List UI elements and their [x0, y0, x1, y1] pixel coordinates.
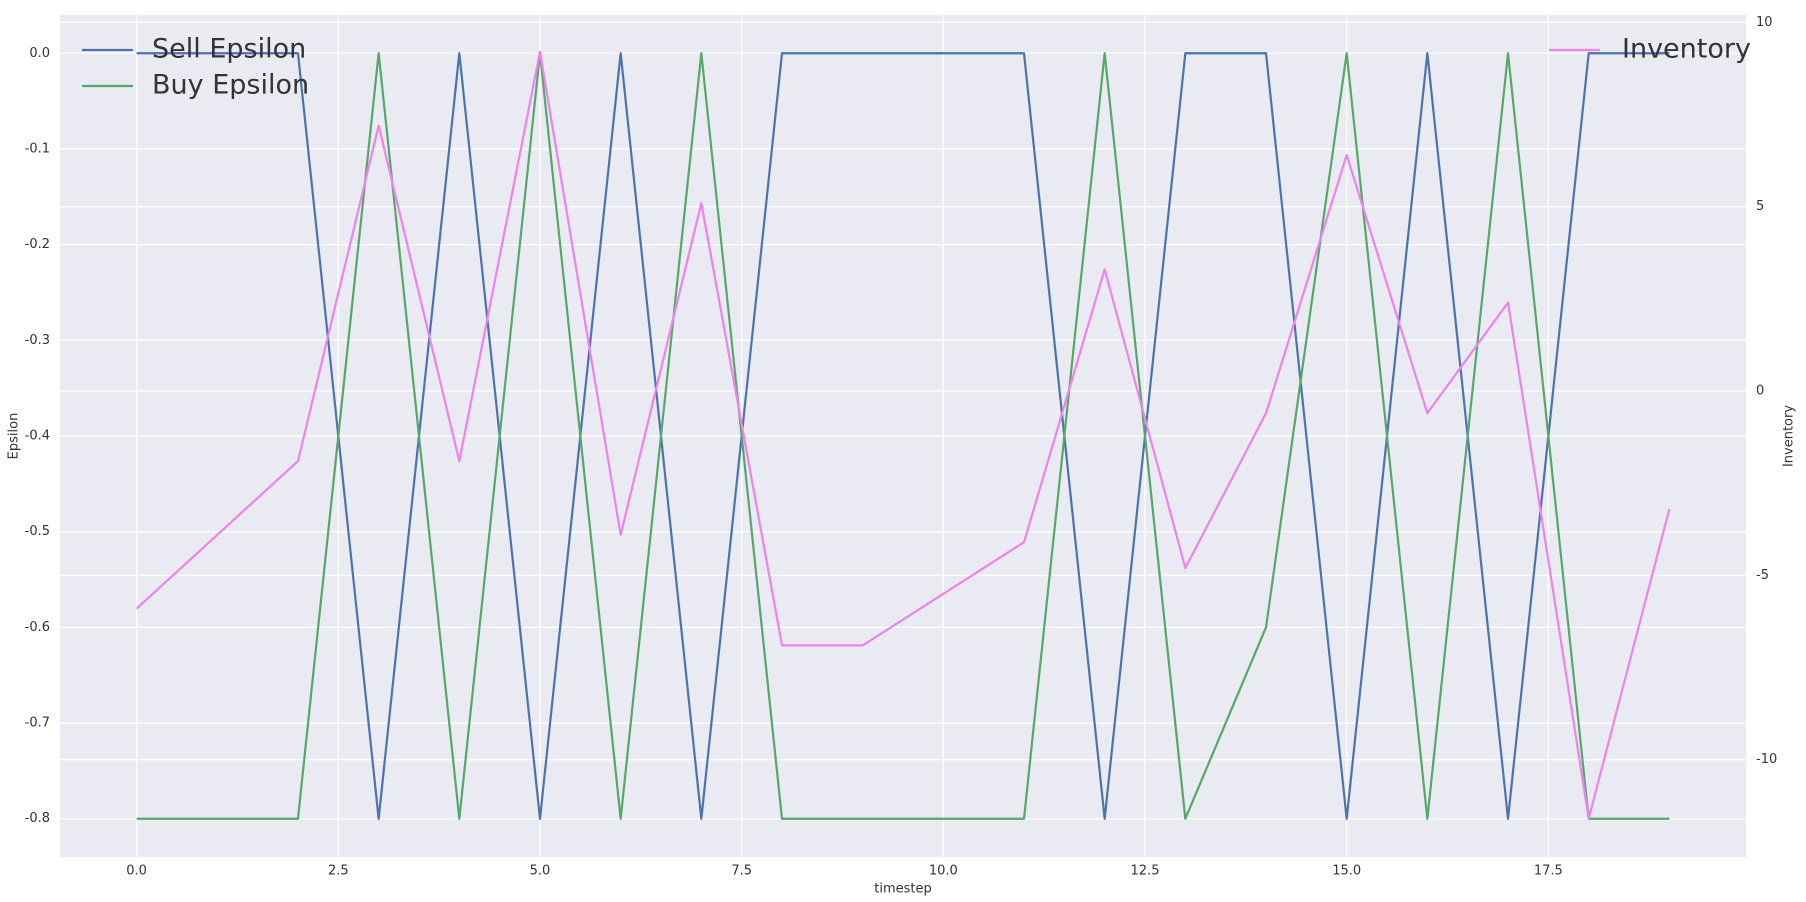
y2-tick-label: -5 [1756, 568, 1769, 583]
y-tick-label: 0.0 [29, 46, 50, 61]
y2-tick-label: 5 [1756, 199, 1764, 214]
y2-tick-label: -10 [1756, 752, 1777, 767]
y-tick-label: -0.8 [25, 811, 50, 826]
legend-label: Inventory [1622, 34, 1751, 65]
x-tick-label: 5.0 [530, 864, 551, 879]
x-tick-label: 15.0 [1332, 864, 1361, 879]
legend-label: Buy Epsilon [152, 70, 309, 101]
y-tick-label: -0.4 [25, 429, 50, 444]
x-tick-label: 0.0 [126, 864, 147, 879]
x-axis-label: timestep [874, 882, 932, 897]
series-line [135, 50, 1671, 820]
y-tick-label: -0.6 [25, 620, 50, 635]
y-tick-label: -0.2 [25, 237, 50, 252]
x-tick-label: 17.5 [1534, 864, 1563, 879]
y2-axis-label: Inventory [1782, 405, 1797, 467]
y-tick-label: -0.3 [25, 333, 50, 348]
x-tick-label: 12.5 [1131, 864, 1160, 879]
x-tick-label: 10.0 [929, 864, 958, 879]
y2-tick-label: 10 [1756, 15, 1773, 30]
y2-tick-label: 0 [1756, 384, 1764, 399]
legend-label: Sell Epsilon [152, 34, 306, 65]
y-tick-label: -0.5 [25, 524, 50, 539]
x-tick-label: 2.5 [328, 864, 349, 879]
y-axis-label: Epsilon [7, 413, 22, 460]
x-tick-label: 7.5 [731, 864, 752, 879]
series-line [136, 52, 1670, 820]
y-tick-label: -0.1 [25, 141, 50, 156]
y-tick-label: -0.7 [25, 716, 50, 731]
